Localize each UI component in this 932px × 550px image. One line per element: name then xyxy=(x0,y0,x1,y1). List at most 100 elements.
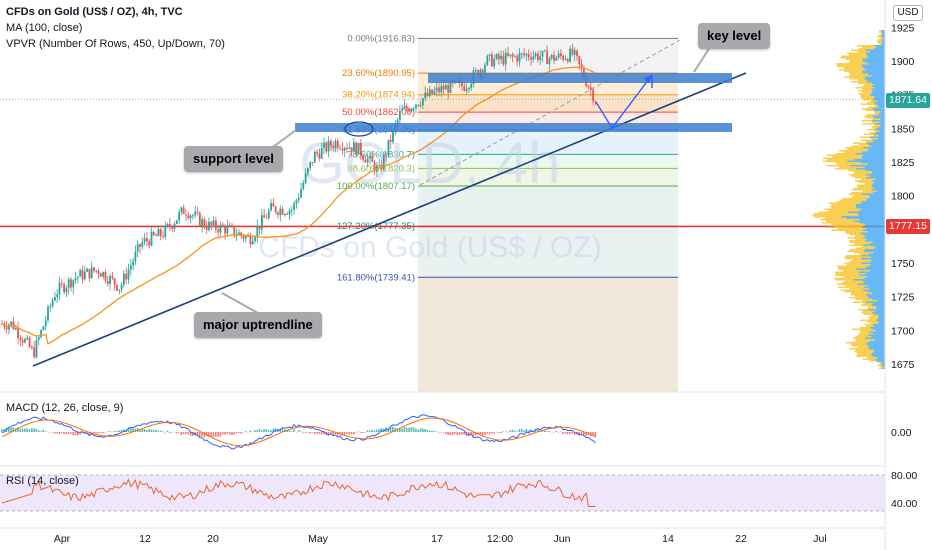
candle-body xyxy=(263,215,266,218)
vp-bar-up xyxy=(854,252,874,254)
rsi-pane[interactable] xyxy=(0,474,885,512)
macd-histogram-bar xyxy=(451,432,454,436)
candle-body xyxy=(378,164,381,166)
candle-body xyxy=(254,236,256,242)
candle-body xyxy=(534,53,537,57)
vp-bar-up xyxy=(844,280,863,282)
candle-body xyxy=(65,288,68,293)
macd-histogram-bar xyxy=(198,432,201,438)
vp-bar-up xyxy=(872,127,878,129)
vp-bar-down xyxy=(870,175,885,177)
candle-body xyxy=(139,244,141,247)
main-price-pane[interactable]: 0.00%(1916.83) 23.60%(1890.95) 38.20%(1874… xyxy=(0,33,885,392)
projection-arrowhead xyxy=(644,75,652,83)
candle-body xyxy=(171,226,174,229)
macd-histogram-bar xyxy=(327,432,330,436)
macd-histogram-bar xyxy=(557,431,560,433)
fib-label: 100.00%(1807.17) xyxy=(337,181,415,192)
macd-histogram-bar xyxy=(79,432,81,435)
macd-histogram-bar xyxy=(392,426,394,432)
vp-bar-down xyxy=(867,276,885,278)
candle-body xyxy=(385,154,387,156)
macd-histogram-bar xyxy=(348,432,350,435)
macd-histogram-bar xyxy=(88,432,91,435)
vp-bar-down xyxy=(876,319,885,321)
candle-body xyxy=(93,267,95,272)
vp-bar-down xyxy=(872,303,885,305)
candle-body xyxy=(343,147,346,151)
candle-body xyxy=(426,92,429,97)
candle-body xyxy=(300,188,302,198)
candle-body xyxy=(435,87,438,91)
macd-histogram-bar xyxy=(74,432,77,436)
vp-bar-down xyxy=(867,63,885,65)
vp-bar-up xyxy=(856,355,873,357)
callout-major-uptrendline: major uptrendline xyxy=(194,312,322,338)
vp-bar-down xyxy=(868,309,885,311)
candle-body xyxy=(509,54,512,57)
price-tick: 1725 xyxy=(891,292,915,304)
currency-badge[interactable]: USD xyxy=(893,5,923,21)
vp-bar-down xyxy=(861,58,885,60)
vp-bar-up xyxy=(836,265,868,267)
vp-bar-down xyxy=(864,337,885,339)
macd-histogram-bar xyxy=(210,432,212,438)
vp-bar-up xyxy=(852,301,866,303)
vp-bar-down xyxy=(862,201,885,203)
macd-histogram-bar xyxy=(290,431,293,432)
macd-histogram-bar xyxy=(362,432,364,434)
candle-body xyxy=(465,88,468,91)
macd-histogram-bar xyxy=(226,432,229,434)
vp-bar-down xyxy=(864,249,885,251)
vp-bar-up xyxy=(861,97,874,99)
macd-histogram-bar xyxy=(438,432,440,433)
vp-bar-down xyxy=(861,162,885,164)
macd-histogram-bar xyxy=(221,432,224,435)
vp-bar-up xyxy=(864,133,874,135)
macd-histogram-bar xyxy=(100,432,102,433)
vp-bar-up xyxy=(861,312,872,314)
macd-histogram-bar xyxy=(316,432,318,434)
vp-bar-down xyxy=(872,298,885,300)
macd-histogram-bar xyxy=(394,427,396,432)
macd-histogram-bar xyxy=(401,428,403,432)
candle-body xyxy=(258,225,261,230)
major-uptrendline xyxy=(32,72,747,367)
macd-pane[interactable] xyxy=(1,414,597,450)
vp-bar-down xyxy=(867,291,885,293)
macd-histogram-bar xyxy=(304,432,307,433)
vp-bar-down xyxy=(867,79,885,81)
candle-body xyxy=(26,338,29,340)
candle-body xyxy=(47,306,49,321)
vp-bar-up xyxy=(850,73,868,75)
vp-bar-down xyxy=(876,307,885,309)
macd-histogram-bar xyxy=(472,432,475,437)
vp-bar-down xyxy=(878,321,885,323)
time-tick: Jun xyxy=(554,533,571,545)
candle-body xyxy=(532,56,535,60)
vp-bar-down xyxy=(841,216,885,218)
macd-histogram-bar xyxy=(24,428,26,432)
vp-bar-down xyxy=(882,39,885,41)
macd-histogram-bar xyxy=(479,432,482,435)
macd-histogram-bar xyxy=(265,428,268,432)
candle-body xyxy=(557,53,560,58)
vp-bar-up xyxy=(855,180,873,182)
vp-bar-up xyxy=(844,291,868,293)
candle-body xyxy=(353,142,355,152)
vp-bar-up xyxy=(860,96,875,98)
candle-body xyxy=(205,226,208,230)
callout-pointer xyxy=(221,292,259,314)
vp-bar-down xyxy=(873,351,885,353)
candle-body xyxy=(518,53,521,62)
vp-bar-up xyxy=(854,340,871,342)
vp-bar-down xyxy=(862,72,885,74)
vp-bar-up xyxy=(824,208,862,210)
candle-body xyxy=(486,55,489,66)
candle-body xyxy=(419,105,422,107)
macd-histogram-bar xyxy=(238,432,240,433)
candle-body xyxy=(51,300,54,307)
vp-bar-up xyxy=(862,99,873,101)
rsi-band xyxy=(0,475,885,511)
